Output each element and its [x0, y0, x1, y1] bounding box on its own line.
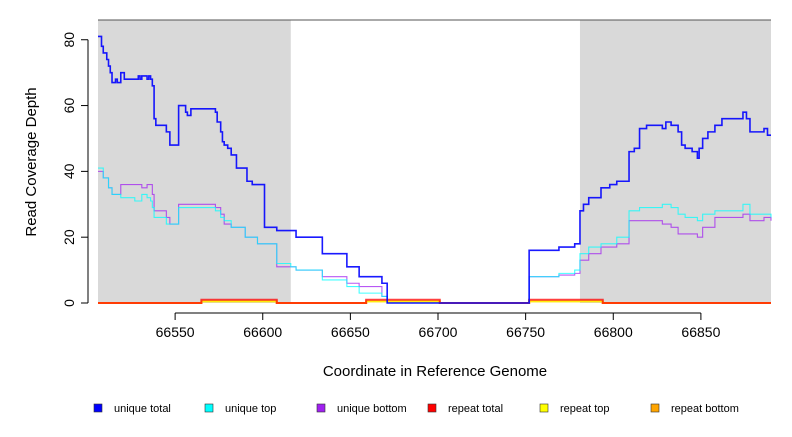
shaded-regions: [98, 20, 771, 303]
legend-label: unique top: [225, 403, 276, 415]
legend-swatch: [539, 403, 549, 413]
series-line-unique-total: [98, 35, 771, 304]
shaded-region: [579, 20, 771, 303]
y-axis-title: Read Coverage Depth: [23, 87, 40, 236]
series-line-unique-top: [98, 167, 772, 304]
x-axis-title: Coordinate in Reference Genome: [323, 363, 547, 380]
legend-label: repeat total: [448, 403, 503, 415]
x-axis: 66550 66600 66650 66700 66750 66800 66850: [156, 312, 721, 340]
x-tick-label: 66700: [419, 324, 458, 340]
series-line-repeat-total: [98, 298, 771, 304]
y-tick-label: 20: [61, 229, 77, 245]
legend-label: unique total: [114, 403, 171, 415]
x-tick-label: 66750: [506, 324, 545, 340]
y-tick-label: 0: [61, 299, 77, 307]
legend-swatch: [93, 403, 103, 413]
x-tick-label: 66600: [243, 324, 282, 340]
series-line-repeat-top: [98, 300, 771, 304]
y-tick-label: 60: [61, 98, 77, 114]
legend-label: repeat top: [560, 403, 610, 415]
y-tick-label: 40: [61, 163, 77, 179]
legend-swatch: [427, 403, 437, 413]
legend-swatch: [316, 403, 326, 413]
x-tick-label: 66850: [681, 324, 720, 340]
y-tick-label: 80: [61, 32, 77, 48]
shaded-region: [98, 20, 291, 303]
legend-swatch: [650, 403, 660, 413]
x-tick-label: 66800: [594, 324, 633, 340]
y-axis: 0 20 40 60 80: [61, 32, 89, 307]
legend-swatch: [204, 403, 214, 413]
x-tick-label: 66550: [156, 324, 195, 340]
legend-label: repeat bottom: [671, 403, 739, 415]
series-lines: [98, 35, 772, 304]
legend-label: unique bottom: [337, 403, 407, 415]
x-tick-label: 66650: [331, 324, 370, 340]
legend: unique total unique top unique bottom repea…: [93, 403, 739, 415]
